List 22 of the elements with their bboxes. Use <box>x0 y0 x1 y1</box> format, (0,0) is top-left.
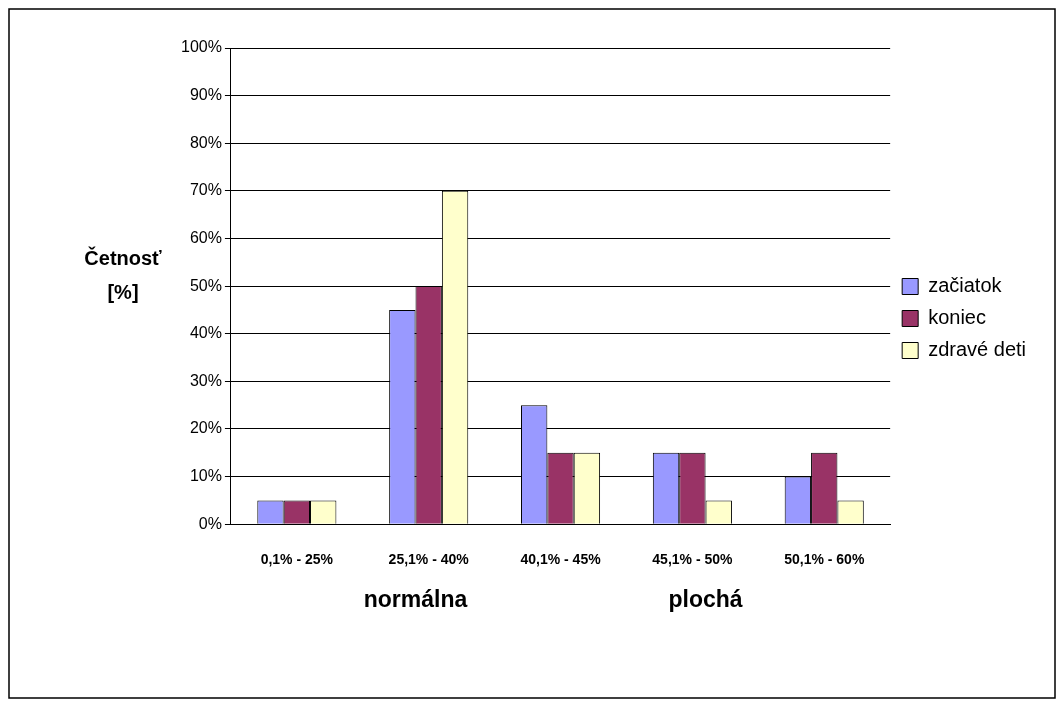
x-tick-label: 40,1% - 45% <box>520 551 602 568</box>
y-tick-label: 20% <box>189 419 222 437</box>
text: plochá <box>668 585 743 612</box>
y-tick-label: 10% <box>189 466 222 484</box>
y-tick-label: 30% <box>189 371 222 389</box>
y-tick-label: 50% <box>189 276 222 294</box>
x-tick-label: 0,1% - 25% <box>260 551 334 568</box>
x-tick-label: 45,1% - 50% <box>652 551 734 568</box>
y-tick-label: 70% <box>189 181 222 199</box>
y-tick-label: 100% <box>181 38 222 56</box>
x-tick-label: 50,1% - 60% <box>784 551 865 568</box>
y-axis-title: Četnosť [%] <box>84 245 163 303</box>
legend-label: zdravé deti <box>928 338 1027 361</box>
text: normálna <box>363 585 468 612</box>
y-tick-label: 0% <box>198 514 222 532</box>
y-tick-label: 60% <box>189 228 222 246</box>
y-tick-label: 90% <box>189 86 222 104</box>
legend-label: koniec <box>928 306 986 329</box>
y-tick-label: 80% <box>189 133 222 151</box>
y-tick-label: 40% <box>189 324 222 342</box>
legend-label: začiatok <box>928 274 1003 297</box>
x-tick-label: 25,1% - 40% <box>388 551 470 568</box>
